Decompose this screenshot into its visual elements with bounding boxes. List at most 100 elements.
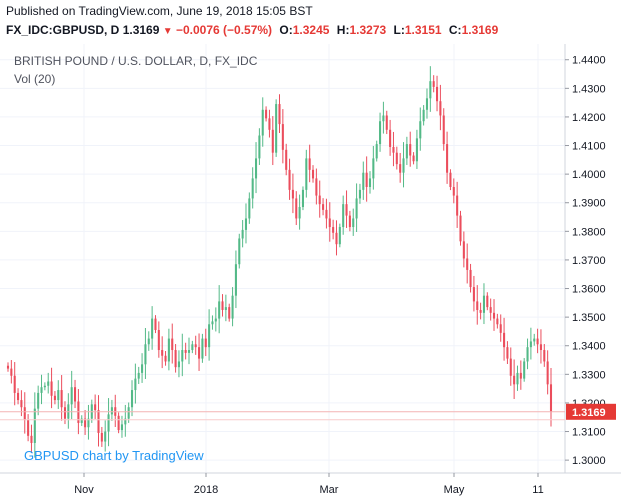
volume-indicator-label: Vol (20) (14, 72, 55, 86)
candle-down (174, 350, 177, 368)
candle-up (425, 98, 429, 110)
candle-up (261, 109, 264, 136)
candle-down (543, 350, 546, 362)
down-triangle-icon: ▼ (162, 26, 173, 37)
candle-up (80, 418, 83, 423)
candle-down (449, 172, 452, 187)
candle-down (469, 269, 472, 288)
candle-down (506, 347, 509, 359)
candle-down (60, 390, 63, 408)
candle-up (529, 341, 532, 348)
candle-up (372, 158, 375, 179)
candle-down (399, 164, 402, 173)
candle-up (379, 121, 382, 145)
candle-down (389, 129, 392, 147)
candle-down (27, 420, 30, 436)
candle-down (509, 358, 512, 376)
candle-down (288, 169, 291, 190)
candle-up (224, 307, 227, 310)
price-change: −0.0076 (−0.57%) (175, 23, 273, 37)
candle-up (181, 350, 184, 362)
candle-up (120, 424, 124, 431)
price-tick-label: 1.3000 (572, 455, 606, 467)
price-tick-label: 1.4100 (572, 141, 606, 153)
candle-down (84, 418, 87, 428)
candle-up (254, 158, 258, 179)
candle-down (472, 287, 475, 302)
price-tick-label: 1.3100 (572, 427, 606, 439)
candle-up (33, 408, 36, 443)
candle-up (258, 135, 261, 159)
time-tick-label: 2018 (194, 484, 218, 496)
candle-down (452, 187, 455, 196)
candle-up (415, 138, 418, 162)
candle-up (238, 238, 241, 265)
candle-up (127, 407, 130, 419)
candle-up (37, 392, 40, 409)
candle-up (429, 81, 432, 99)
candle-down (325, 209, 328, 219)
candle-up (57, 390, 60, 401)
candle-down (10, 368, 13, 376)
candle-down (332, 227, 335, 233)
candle-down (23, 407, 26, 421)
low-value: 1.3151 (404, 23, 442, 37)
candle-down (442, 115, 445, 145)
chart-frame[interactable]: 1.4400 1.4300 1.4200 1.4100 1.4000 1.3900 1.38… (0, 44, 621, 503)
candle-down (157, 330, 160, 351)
candle-down (50, 381, 53, 396)
candle-down (435, 86, 439, 102)
quote-line: FX_IDC:GBPUSD, D 1.3169 ▼ −0.0076 (−0.57… (6, 23, 498, 37)
grid-lines (0, 44, 565, 473)
candle-down (13, 375, 16, 393)
price-tick-label: 1.3400 (572, 341, 606, 353)
price-tick-label: 1.3900 (572, 198, 606, 210)
chart-title: BRITISH POUND / U.S. DOLLAR, D, FX_IDC (14, 54, 258, 68)
candle-up (305, 158, 308, 190)
candle-down (268, 118, 271, 130)
price-tick-label: 1.4300 (572, 83, 606, 95)
candle-up (352, 218, 355, 228)
candle-up (130, 390, 134, 408)
time-axis[interactable]: Nov 2018 Mar May 11 (74, 473, 544, 496)
candle-down (6, 365, 10, 369)
candles (6, 66, 553, 458)
published-line: Published on TradingView.com, June 19, 2… (6, 4, 313, 18)
candle-down (439, 101, 442, 116)
price-tick-label: 1.3600 (572, 284, 606, 296)
candle-down (503, 332, 506, 348)
candle-down (486, 295, 489, 308)
tradingview-watermark[interactable]: GBPUSD chart by TradingView (24, 448, 204, 463)
candle-down (164, 355, 167, 362)
candle-down (466, 258, 469, 270)
last-price: 1.3169 (122, 23, 160, 37)
time-tick-label: Mar (320, 484, 339, 496)
candle-down (476, 301, 479, 310)
candle-down (392, 146, 395, 153)
candle-up (248, 198, 251, 219)
candle-up (375, 144, 378, 159)
candle-down (335, 232, 338, 245)
candle-down (171, 338, 174, 351)
candle-up (405, 144, 408, 159)
candle-up (301, 189, 305, 208)
price-tick-label: 1.3700 (572, 255, 606, 267)
candle-down (489, 307, 492, 313)
candle-up (177, 361, 180, 368)
candle-up (214, 318, 217, 322)
chart-header: Published on TradingView.com, June 19, 2… (0, 0, 621, 44)
candle-down (53, 395, 56, 401)
candle-down (432, 81, 435, 87)
time-tick-label: May (444, 484, 465, 496)
last-price-line: 1.3169 (0, 403, 616, 421)
candle-down (291, 189, 294, 199)
candle-down (278, 104, 281, 125)
low-label: L: (393, 23, 405, 37)
candle-up (382, 115, 385, 122)
candle-up (231, 295, 234, 319)
candle-up (419, 121, 422, 139)
price-chart[interactable]: 1.4400 1.4300 1.4200 1.4100 1.4000 1.3900 1.38… (0, 44, 621, 503)
candle-up (147, 338, 150, 345)
candle-down (328, 218, 331, 228)
candle-up (208, 324, 211, 348)
